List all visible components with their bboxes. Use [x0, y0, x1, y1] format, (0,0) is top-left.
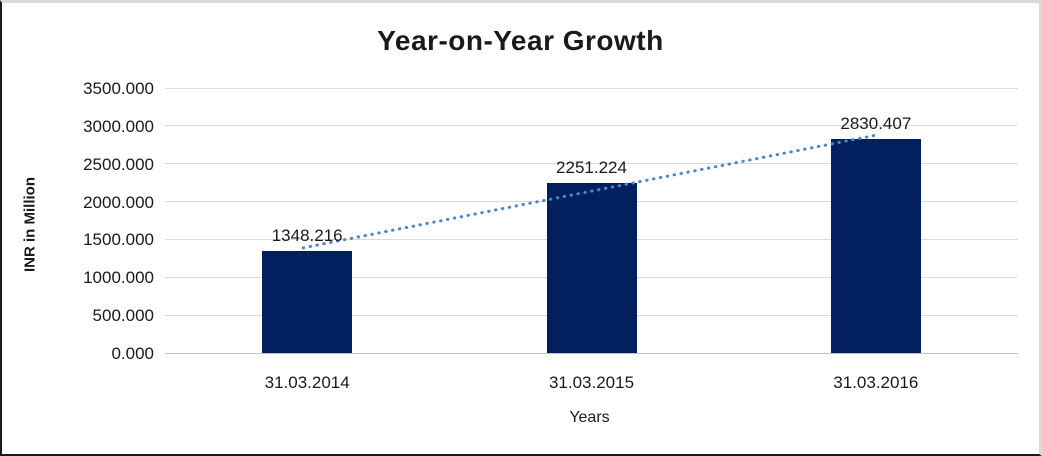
y-tick-label: 0.000	[111, 344, 154, 363]
y-tick-label: 3500.000	[83, 79, 154, 98]
x-tick-label: 31.03.2016	[833, 373, 919, 392]
bar-31.03.2014	[262, 250, 353, 353]
plot-area: 1348.216 2251.224 2830.407	[165, 87, 1018, 354]
x-tick-label: 31.03.2015	[548, 373, 635, 392]
y-tick-label: 500.000	[92, 306, 154, 326]
bar-data-label: 2830.407	[840, 113, 912, 133]
x-tick-label: 31.03.2014	[264, 373, 350, 392]
gridline	[165, 125, 1018, 127]
trendline-path	[301, 134, 876, 250]
chart-title: Year-on-Year Growth	[377, 25, 664, 56]
y-tick-label: 1000.000	[83, 268, 154, 288]
trendline	[301, 134, 876, 250]
bar-31.03.2015	[546, 182, 637, 353]
gridline	[165, 352, 1018, 354]
y-tick-label: 2000.000	[83, 192, 154, 212]
bar-31.03.2016	[830, 138, 921, 353]
gridline	[165, 163, 1018, 165]
bar-data-label: 1348.216	[271, 225, 343, 245]
y-tick-label: 1500.000	[83, 230, 154, 250]
gridline	[165, 87, 1018, 89]
y-tick-label: 2500.000	[83, 154, 154, 174]
y-tick-label: 3000.000	[83, 116, 154, 136]
bar-data-label: 2251.224	[556, 157, 627, 177]
x-axis-title: Years	[569, 409, 610, 426]
